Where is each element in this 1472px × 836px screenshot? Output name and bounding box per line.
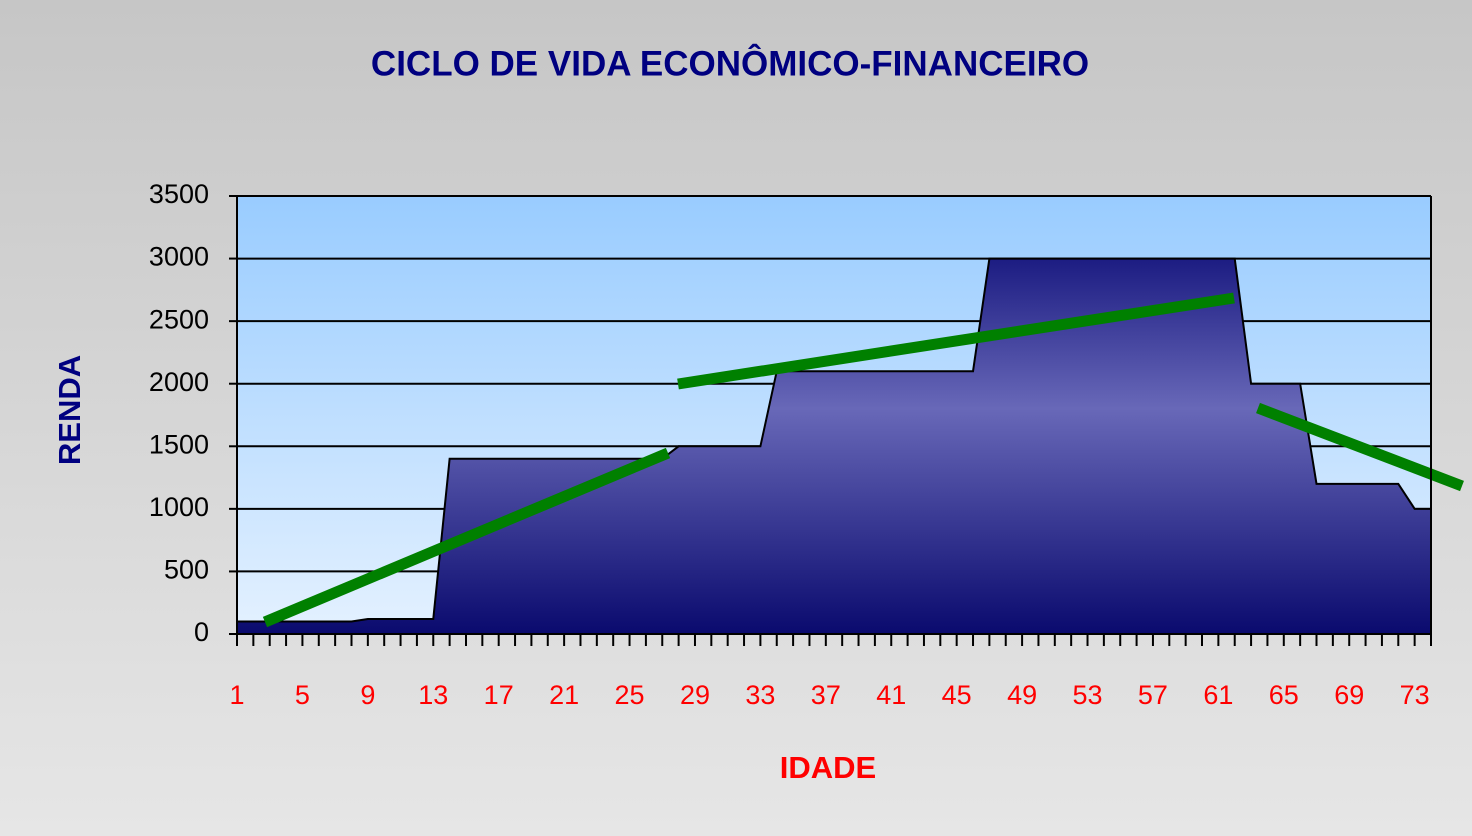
x-tick-label: 17 xyxy=(484,680,514,710)
y-tick-label: 1500 xyxy=(149,429,209,459)
x-tick-label: 1 xyxy=(229,680,244,710)
y-axis-label: RENDA xyxy=(52,355,87,465)
x-tick-label: 29 xyxy=(680,680,710,710)
x-tick-label: 13 xyxy=(418,680,448,710)
x-tick-label: 73 xyxy=(1400,680,1430,710)
x-tick-label: 9 xyxy=(360,680,375,710)
y-tick-label: 500 xyxy=(164,555,209,585)
trend-line xyxy=(1256,402,1464,492)
x-tick-label: 33 xyxy=(745,680,775,710)
y-tick-label: 2500 xyxy=(149,304,209,334)
trend-line xyxy=(677,292,1235,390)
x-tick-label: 45 xyxy=(942,680,972,710)
y-tick-label: 0 xyxy=(194,617,209,647)
trend-line xyxy=(262,447,671,628)
x-tick-label: 65 xyxy=(1269,680,1299,710)
x-tick-label: 49 xyxy=(1007,680,1037,710)
x-tick-label: 21 xyxy=(549,680,579,710)
y-tick-label: 3000 xyxy=(149,242,209,272)
x-axis-label: IDADE xyxy=(780,750,876,785)
x-tick-label: 5 xyxy=(295,680,310,710)
trend-lines xyxy=(262,292,1464,628)
y-tick-label: 2000 xyxy=(149,367,209,397)
x-tick-label: 57 xyxy=(1138,680,1168,710)
y-tick-label: 3500 xyxy=(149,179,209,209)
area xyxy=(237,258,1431,634)
x-tick-label: 69 xyxy=(1334,680,1364,710)
axes: 0 500 1000 1500 2000 2500 3000 3500 1 5 9 13 17 21 25 2… xyxy=(149,179,1432,710)
x-tick-label: 25 xyxy=(615,680,645,710)
chart-title: CICLO DE VIDA ECONÔMICO-FINANCEIRO xyxy=(371,43,1089,83)
x-tick-label: 61 xyxy=(1203,680,1233,710)
y-tick-label: 1000 xyxy=(149,492,209,522)
area-outline xyxy=(237,257,1431,623)
marks xyxy=(237,257,1431,634)
x-tick-label: 53 xyxy=(1072,680,1102,710)
x-tick-label: 41 xyxy=(876,680,906,710)
x-tick-label: 37 xyxy=(811,680,841,710)
